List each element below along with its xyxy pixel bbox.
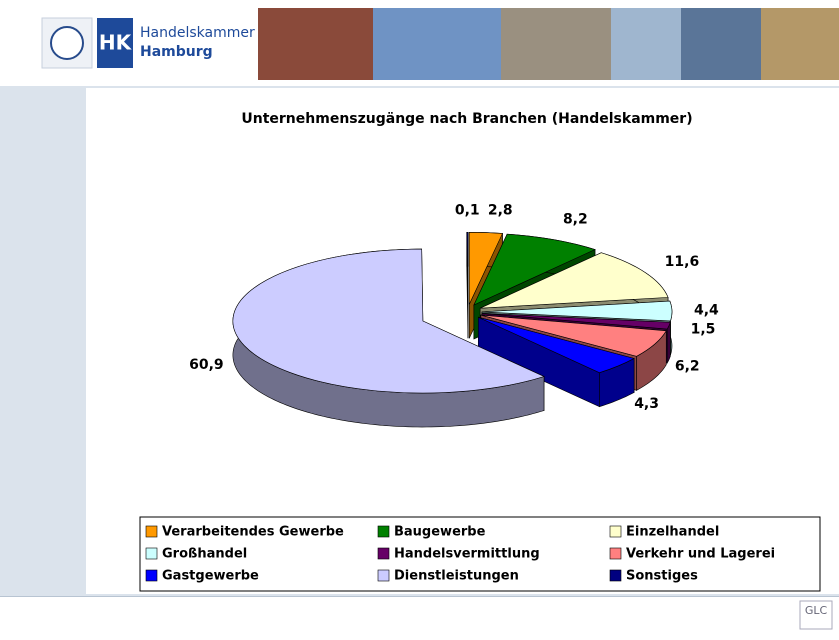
slice: [481, 300, 673, 322]
org-line2: Hamburg: [140, 44, 213, 60]
data-label: 1,5: [691, 321, 716, 337]
slice: [481, 313, 671, 330]
slice: [468, 232, 503, 305]
footer: GLC: [0, 596, 839, 636]
data-label: 60,9: [189, 357, 224, 373]
slice-tops: [232, 231, 673, 394]
legend-label: Dienstleistungen: [394, 569, 519, 584]
slice: [473, 233, 596, 306]
footer-graphic: GLC: [799, 600, 833, 630]
legend-label: Sonstiges: [626, 569, 698, 584]
hk-box: [97, 18, 133, 68]
data-label: 11,6: [665, 254, 700, 270]
data-label: 0,1: [455, 202, 480, 218]
org-line1: Handelskammer: [140, 25, 255, 41]
legend-label: Einzelhandel: [626, 525, 719, 540]
legend-swatch: [377, 569, 390, 582]
data-label: 6,2: [675, 359, 700, 375]
legend-swatch: [609, 525, 622, 538]
photo: [761, 8, 839, 80]
legend-swatch: [377, 547, 390, 560]
hk-mark: HK: [99, 31, 133, 55]
glc-box: [799, 600, 833, 630]
legend-label: Handelsvermittlung: [394, 547, 540, 562]
legend-label: Gastgewerbe: [162, 569, 259, 584]
data-label: 2,8: [488, 203, 513, 219]
crest: [50, 26, 84, 60]
legend-label: Baugewerbe: [394, 525, 486, 540]
legend-swatch: [609, 569, 622, 582]
slice: [478, 316, 635, 374]
legend-swatch: [145, 525, 158, 538]
legend-swatch: [145, 547, 158, 560]
legend-swatch: [609, 547, 622, 560]
photo: [258, 8, 373, 80]
photo: [501, 8, 611, 80]
header: HK Handelskammer Hamburg: [0, 0, 839, 86]
slice: [232, 248, 545, 394]
slice: [480, 314, 667, 357]
data-label: 8,2: [563, 212, 588, 228]
legend-box: [139, 516, 821, 592]
data-label: 4,3: [634, 396, 659, 412]
legend-label: Verkehr und Lagerei: [626, 547, 775, 562]
legend-label: Verarbeitendes Gewerbe: [162, 525, 344, 540]
photo: [681, 8, 761, 80]
data-label: 4,4: [694, 303, 719, 319]
chart-title: Unternehmenszugänge nach Branchen (Hande…: [241, 111, 692, 127]
legend-swatch: [377, 525, 390, 538]
photo: [611, 8, 681, 80]
legend-swatch: [145, 569, 158, 582]
glc-logo: GLC: [805, 604, 828, 617]
legend-label: Großhandel: [162, 547, 247, 562]
slice: [480, 252, 669, 309]
photo: [373, 8, 501, 80]
slice: [466, 231, 469, 305]
header-graphic: HK Handelskammer Hamburg: [41, 8, 839, 80]
